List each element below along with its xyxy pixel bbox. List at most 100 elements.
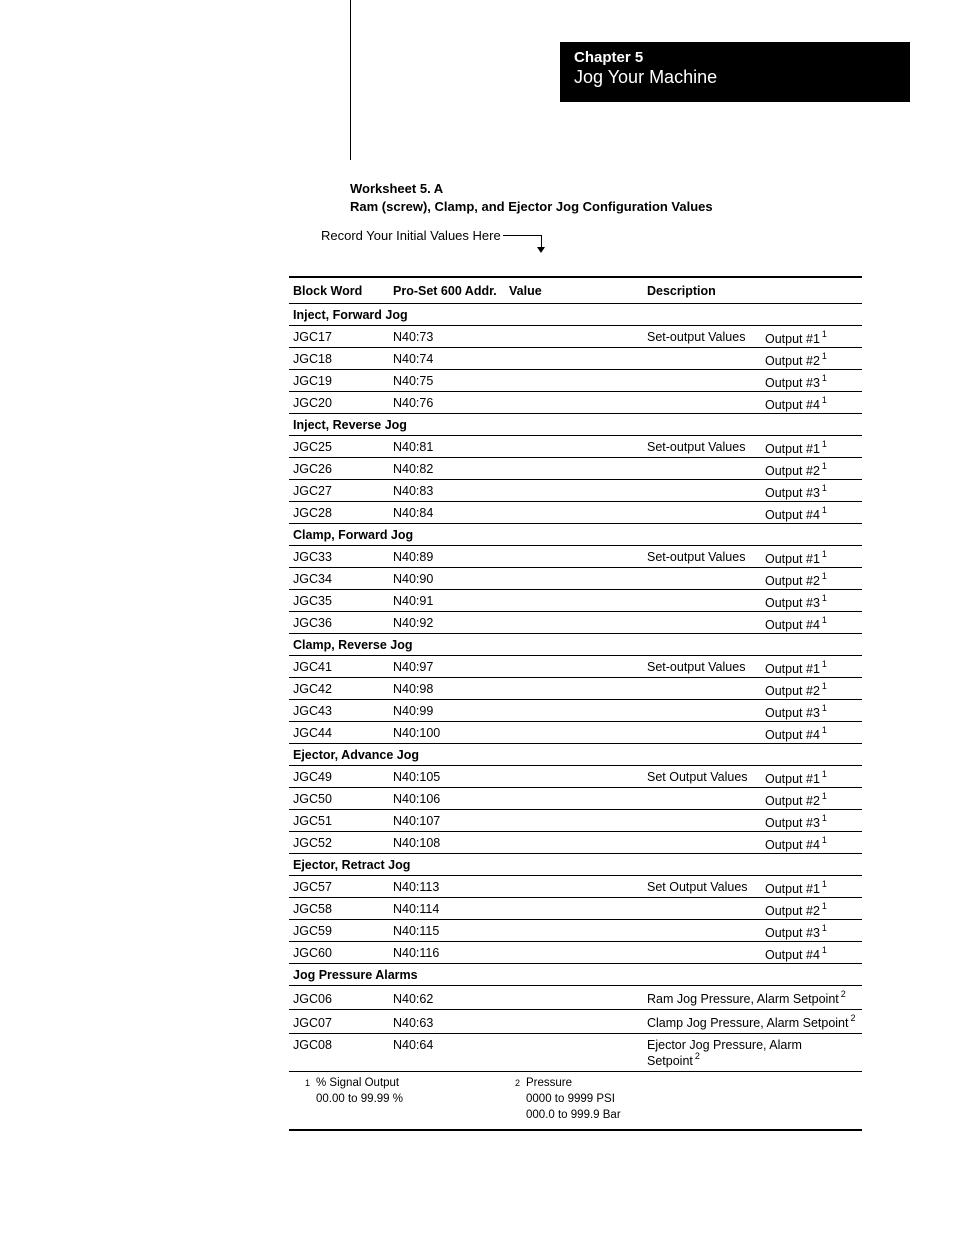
cell-value (505, 986, 643, 1010)
desc-output-text: Output #4 (765, 728, 820, 742)
arrow-icon (503, 235, 541, 236)
cell-value (505, 656, 643, 678)
cell-value (505, 502, 643, 524)
table-row: JGC59N40:115Output #31 (289, 920, 862, 942)
cell-addr: N40:108 (389, 832, 505, 854)
desc-output-text: Output #3 (765, 596, 820, 610)
desc-output-text: Output #2 (765, 684, 820, 698)
section-title: Inject, Forward Jog (289, 304, 862, 326)
cell-block-word: JGC36 (289, 612, 389, 634)
cell-addr: N40:76 (389, 392, 505, 414)
footnote-2-line2: 0000 to 9999 PSI (526, 1093, 615, 1105)
cell-value (505, 590, 643, 612)
cell-desc: Set Output ValuesOutput #11 (643, 766, 862, 788)
desc-output: Output #21 (765, 792, 827, 808)
cell-desc: Ejector Jog Pressure, Alarm Setpoint2 (643, 1034, 862, 1072)
cell-desc: Output #31 (643, 810, 862, 832)
col-block-word: Block Word (289, 277, 389, 304)
footnotes: 1 % Signal Output 00.00 to 99.99 % 2 Pre… (289, 1072, 862, 1131)
cell-value (505, 920, 643, 942)
desc-output: Output #41 (765, 396, 827, 412)
desc-sup: 1 (822, 373, 827, 383)
cell-value (505, 722, 643, 744)
desc-output: Output #41 (765, 836, 827, 852)
cell-desc: Output #41 (643, 612, 862, 634)
cell-value (505, 480, 643, 502)
cell-addr: N40:99 (389, 700, 505, 722)
desc-prefix: Set Output Values (647, 880, 748, 894)
footnote-2: 2 Pressure 0000 to 9999 PSI 000.0 to 999… (515, 1076, 621, 1129)
desc-sup: 1 (822, 703, 827, 713)
cell-block-word: JGC60 (289, 942, 389, 964)
desc-output-text: Output #3 (765, 376, 820, 390)
desc-sup: 1 (822, 813, 827, 823)
desc-output: Output #11 (765, 660, 827, 676)
cell-block-word: JGC49 (289, 766, 389, 788)
cell-value (505, 810, 643, 832)
table-row: JGC19N40:75Output #31 (289, 370, 862, 392)
cell-desc: Clamp Jog Pressure, Alarm Setpoint2 (643, 1010, 862, 1034)
section-row: Ejector, Advance Jog (289, 744, 862, 766)
desc-sup: 1 (822, 725, 827, 735)
cell-addr: N40:116 (389, 942, 505, 964)
table-row: JGC34N40:90Output #21 (289, 568, 862, 590)
table-row: JGC41N40:97Set-output ValuesOutput #11 (289, 656, 862, 678)
desc-sup: 1 (822, 483, 827, 493)
cell-block-word: JGC42 (289, 678, 389, 700)
desc-sup: 1 (822, 571, 827, 581)
desc-output-text: Output #1 (765, 882, 820, 896)
cell-desc: Output #31 (643, 370, 862, 392)
config-table-container: Block Word Pro-Set 600 Addr. Value Descr… (289, 276, 862, 1131)
cell-addr: N40:97 (389, 656, 505, 678)
table-row: JGC50N40:106Output #21 (289, 788, 862, 810)
desc-output: Output #21 (765, 572, 827, 588)
desc-sup: 1 (822, 835, 827, 845)
cell-addr: N40:105 (389, 766, 505, 788)
table-row: JGC43N40:99Output #31 (289, 700, 862, 722)
desc-output: Output #41 (765, 726, 827, 742)
table-row: JGC17N40:73Set-output ValuesOutput #11 (289, 326, 862, 348)
cell-block-word: JGC27 (289, 480, 389, 502)
cell-value (505, 392, 643, 414)
desc-sup: 1 (822, 395, 827, 405)
worksheet-title: Worksheet 5. A Ram (screw), Clamp, and E… (350, 180, 713, 215)
desc-output-text: Output #3 (765, 816, 820, 830)
chapter-header: Chapter 5 Jog Your Machine (560, 42, 910, 102)
cell-addr: N40:89 (389, 546, 505, 568)
desc-output-text: Output #1 (765, 442, 820, 456)
desc-text: Clamp Jog Pressure, Alarm Setpoint (647, 1016, 848, 1030)
table-row: JGC06N40:62Ram Jog Pressure, Alarm Setpo… (289, 986, 862, 1010)
cell-addr: N40:92 (389, 612, 505, 634)
desc-output: Output #11 (765, 770, 827, 786)
table-row: JGC28N40:84Output #41 (289, 502, 862, 524)
cell-addr: N40:82 (389, 458, 505, 480)
cell-value (505, 700, 643, 722)
cell-value (505, 1034, 643, 1072)
cell-value (505, 436, 643, 458)
cell-desc: Ram Jog Pressure, Alarm Setpoint2 (643, 986, 862, 1010)
table-row: JGC52N40:108Output #41 (289, 832, 862, 854)
cell-desc: Output #41 (643, 392, 862, 414)
section-title: Clamp, Reverse Jog (289, 634, 862, 656)
cell-block-word: JGC34 (289, 568, 389, 590)
section-row: Jog Pressure Alarms (289, 964, 862, 986)
table-row: JGC51N40:107Output #31 (289, 810, 862, 832)
cell-value (505, 1010, 643, 1034)
cell-addr: N40:113 (389, 876, 505, 898)
desc-output-text: Output #4 (765, 618, 820, 632)
cell-addr: N40:75 (389, 370, 505, 392)
table-row: JGC44N40:100Output #41 (289, 722, 862, 744)
record-values-text: Record Your Initial Values Here (321, 228, 501, 243)
desc-output: Output #31 (765, 594, 827, 610)
cell-block-word: JGC26 (289, 458, 389, 480)
cell-block-word: JGC17 (289, 326, 389, 348)
table-row: JGC26N40:82Output #21 (289, 458, 862, 480)
table-row: JGC18N40:74Output #21 (289, 348, 862, 370)
desc-sup: 1 (822, 615, 827, 625)
footnote-1-num: 1 (305, 1077, 310, 1130)
table-row: JGC42N40:98Output #21 (289, 678, 862, 700)
cell-block-word: JGC59 (289, 920, 389, 942)
desc-sup: 1 (822, 659, 827, 669)
desc-text: Ejector Jog Pressure, Alarm Setpoint (647, 1038, 802, 1068)
cell-desc: Output #31 (643, 480, 862, 502)
